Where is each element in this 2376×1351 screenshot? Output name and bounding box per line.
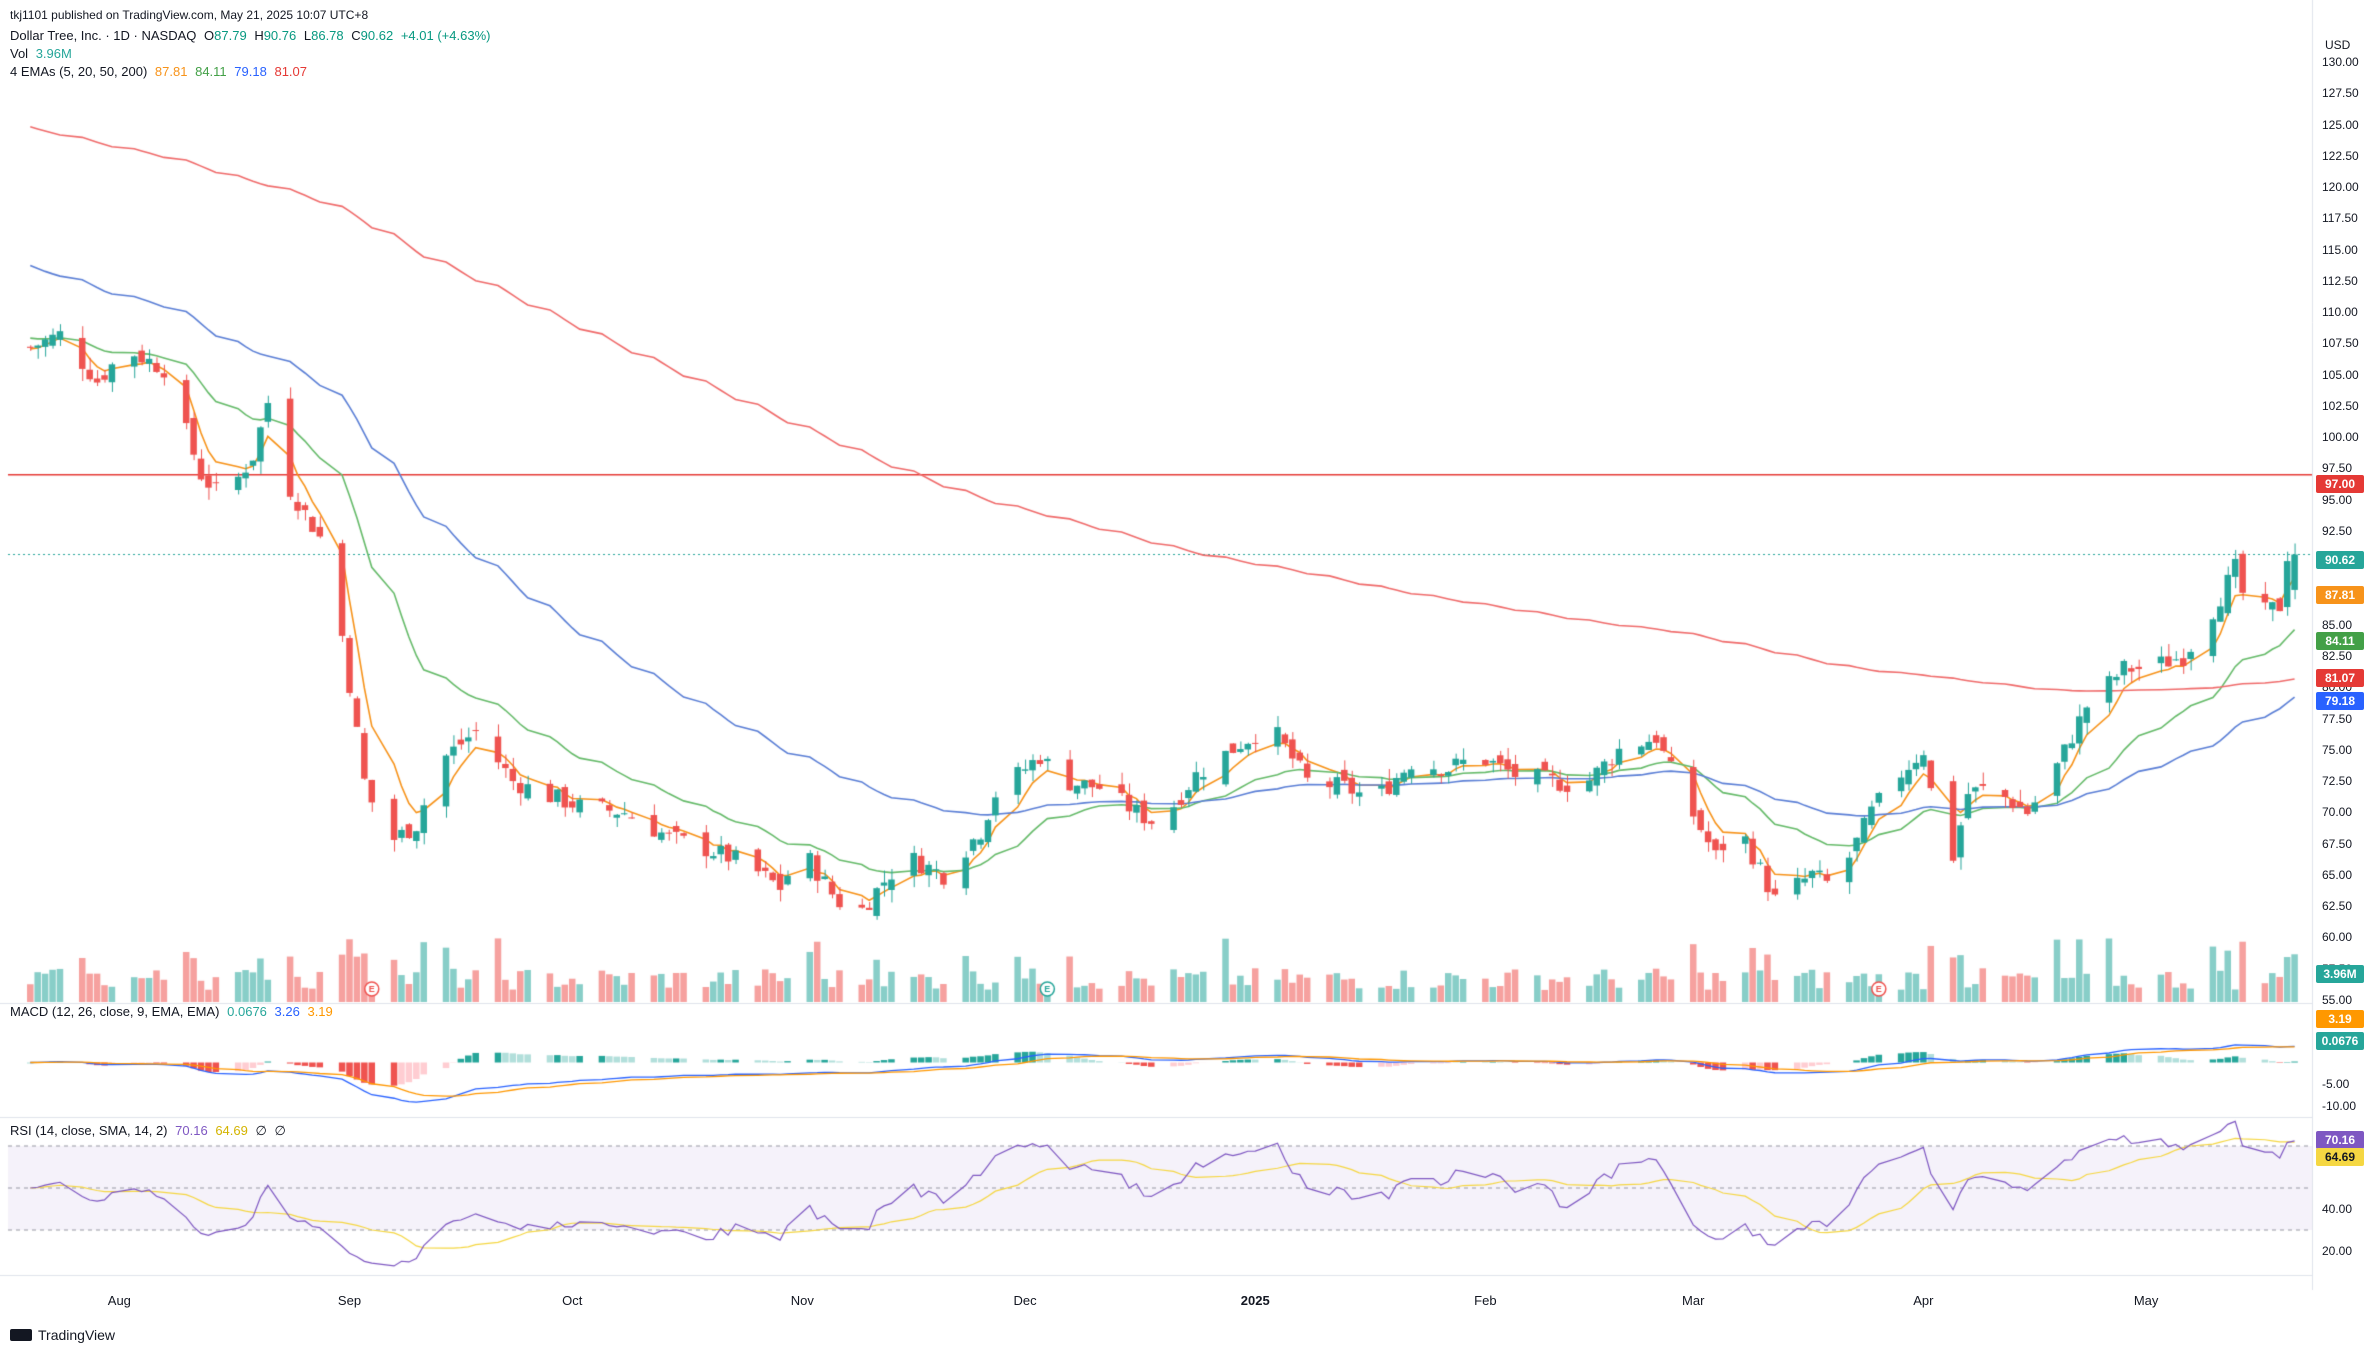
volume-legend: Vol 3.96M (10, 46, 76, 61)
price-tick: 55.00 (2322, 993, 2353, 1007)
price-tick: 77.50 (2322, 711, 2353, 726)
price-tick: 125.00 (2322, 117, 2359, 132)
price-tick: 120.00 (2322, 180, 2359, 195)
ema-label: 4 EMAs (5, 20, 50, 200) (10, 64, 148, 79)
price-tick: 130.00 (2322, 55, 2359, 69)
time-tick: Sep (337, 1293, 362, 1308)
macd-legend: MACD (12, 26, close, 9, EMA, EMA) 0.0676… (10, 1004, 337, 1019)
price-tick: 122.50 (2322, 148, 2359, 163)
price-tick: 127.50 (2322, 86, 2359, 101)
price-tick: 112.50 (2322, 273, 2358, 288)
price-tick: 62.50 (2322, 899, 2353, 914)
rsi-label: RSI (14, close, SMA, 14, 2) (10, 1123, 168, 1138)
rsi-legend: RSI (14, close, SMA, 14, 2) 70.16 64.69 … (10, 1123, 290, 1139)
time-tick: Apr (1913, 1293, 1934, 1308)
time-tick: Aug (107, 1293, 131, 1308)
symbol-title: Dollar Tree, Inc. · 1D · NASDAQ (10, 28, 197, 43)
macd-tick: -5.00 (2322, 1077, 2350, 1092)
rsi-value: 70.16 (175, 1123, 208, 1138)
ohlc-close: 90.62 (360, 28, 394, 43)
price-tick: 92.50 (2322, 524, 2353, 538)
time-tick: 2025 (1240, 1293, 1270, 1308)
ohlc-high-label: H (254, 28, 264, 43)
volume-value: 3.96M (35, 46, 72, 61)
price-badge: 97.00 (2316, 475, 2364, 493)
price-badge: 81.07 (2316, 669, 2364, 687)
price-badge: 79.18 (2316, 692, 2364, 710)
price-tick: 102.50 (2322, 398, 2359, 413)
rsi-ma-value: 64.69 (215, 1123, 248, 1138)
price-tick: 100.00 (2322, 430, 2359, 445)
time-tick: Oct (562, 1293, 583, 1308)
price-tick: 105.00 (2322, 367, 2359, 382)
macd-label: MACD (12, 26, close, 9, EMA, EMA) (10, 1004, 220, 1019)
rsi-extra-2: ∅ (274, 1123, 286, 1138)
indicator-badge: 70.16 (2316, 1131, 2364, 1149)
time-tick: Nov (790, 1293, 814, 1308)
ohlc-open: 87.79 (214, 28, 247, 43)
brand-label: TradingView (38, 1327, 116, 1343)
macd-line-value: 3.26 (274, 1004, 300, 1019)
macd-hist-value: 0.0676 (227, 1004, 267, 1019)
indicator-badge: 0.0676 (2316, 1032, 2364, 1050)
price-tick: 107.50 (2322, 336, 2359, 351)
currency-label: USD (2325, 38, 2351, 52)
price-tick: 82.50 (2322, 649, 2353, 664)
rsi-extra-1: ∅ (255, 1123, 267, 1138)
symbol-legend: Dollar Tree, Inc. · 1D · NASDAQ O87.79 H… (10, 28, 494, 43)
ema50-value: 79.18 (234, 64, 267, 79)
tradingview-logo-icon (10, 1329, 32, 1341)
ema20-value: 84.11 (195, 64, 227, 79)
price-tick: 72.50 (2322, 774, 2353, 789)
price-tick: 70.00 (2322, 805, 2353, 820)
rsi-tick: 40.00 (2322, 1202, 2353, 1216)
indicator-badge: 64.69 (2316, 1148, 2364, 1166)
volume-label: Vol (10, 46, 29, 61)
published-label: tkj1101 published on TradingView.com, Ma… (10, 8, 369, 22)
indicator-badge: 3.19 (2316, 1010, 2364, 1028)
macd-signal-value: 3.19 (307, 1004, 333, 1019)
price-tick: 85.00 (2322, 617, 2353, 632)
rsi-tick: 20.00 (2322, 1244, 2353, 1258)
ohlc-low: 86.78 (311, 28, 344, 43)
ema5-value: 87.81 (154, 64, 188, 79)
time-tick: Mar (1682, 1293, 1705, 1308)
ohlc-close-label: C (351, 28, 361, 43)
price-badge: 3.96M (2316, 965, 2364, 983)
macd-tick: -10.00 (2322, 1099, 2357, 1114)
price-tick: 115.00 (2322, 242, 2358, 257)
price-tick: 97.50 (2322, 461, 2353, 476)
price-tick: 110.00 (2322, 305, 2358, 320)
ohlc-open-label: O (204, 28, 215, 43)
ema200-value: 81.07 (274, 64, 308, 79)
ohlc-high: 90.76 (263, 28, 297, 43)
price-tick: 95.00 (2322, 492, 2353, 507)
time-tick: May (2133, 1293, 2159, 1308)
ema-legend: 4 EMAs (5, 20, 50, 200) 87.81 84.11 79.1… (10, 64, 311, 79)
price-tick: 67.50 (2322, 836, 2353, 851)
price-badge: 84.11 (2316, 632, 2364, 650)
ohlc-change: +4.01 (+4.63%) (400, 28, 491, 43)
time-tick: Feb (1474, 1293, 1497, 1308)
price-badge: 90.62 (2316, 551, 2364, 569)
price-tick: 75.00 (2322, 742, 2353, 757)
price-tick: 60.00 (2322, 930, 2353, 945)
tradingview-brand: TradingView (10, 1327, 115, 1343)
price-tick: 65.00 (2322, 867, 2353, 882)
time-tick: Dec (1013, 1293, 1037, 1308)
price-tick: 117.50 (2322, 211, 2358, 226)
price-badge: 87.81 (2316, 586, 2364, 604)
ohlc-low-label: L (303, 28, 312, 43)
